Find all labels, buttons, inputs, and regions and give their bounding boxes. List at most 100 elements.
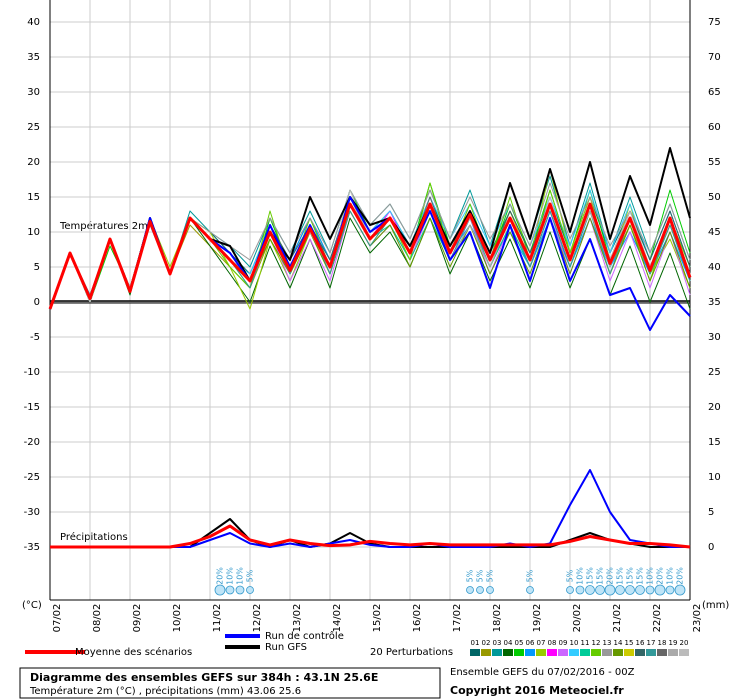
legend-label: 02 (482, 639, 491, 647)
snow-label: 20% (216, 567, 225, 585)
snow-marker (235, 585, 245, 595)
y-tick-label: 10 (27, 227, 40, 238)
x-tick-label: 18/02 (492, 604, 503, 633)
y-tick-label: -35 (24, 542, 40, 553)
snow-marker (615, 585, 625, 595)
snow-marker (665, 585, 675, 595)
snow-marker (674, 584, 686, 596)
legend-swatch (591, 649, 601, 656)
legend-label: 20 (680, 639, 689, 647)
y2-tick-label: 35 (708, 297, 721, 308)
snow-marker (225, 585, 235, 595)
snow-marker (654, 584, 666, 596)
footer-title: Diagramme des ensembles GEFS sur 384h : … (30, 671, 378, 684)
legend-label: 19 (669, 639, 678, 647)
y-tick-label: -25 (24, 472, 40, 483)
snow-marker (645, 585, 655, 595)
legend-swatch (668, 649, 678, 656)
snow-label: 10% (646, 567, 655, 585)
snow-marker (214, 584, 226, 596)
y2-axis-unit: (mm) (702, 600, 729, 611)
legend-swatch (646, 649, 656, 656)
snow-label: 5% (486, 569, 495, 582)
legend-swatch (569, 649, 579, 656)
legend-swatch (525, 649, 535, 656)
legend-swatch (602, 649, 612, 656)
snow-marker (635, 585, 645, 595)
x-tick-label: 09/02 (132, 604, 143, 633)
y-tick-label: -30 (24, 507, 40, 518)
snow-label: 20% (676, 567, 685, 585)
legend-label: Run de contrôle (265, 630, 344, 642)
snow-label: 5% (526, 569, 535, 582)
x-tick-label: 19/02 (532, 604, 543, 633)
y2-tick-label: 20 (708, 402, 721, 413)
snow-label: 20% (606, 567, 615, 585)
y-tick-label: -5 (30, 332, 40, 343)
snow-label: 10% (236, 567, 245, 585)
y-tick-label: 30 (27, 87, 40, 98)
y2-tick-label: 40 (708, 262, 721, 273)
legend-label: 17 (647, 639, 656, 647)
legend-label: 08 (548, 639, 557, 647)
perturbation-legend-title: 20 Perturbations (370, 647, 453, 658)
legend-swatch (470, 649, 480, 656)
legend-label: 03 (493, 639, 502, 647)
legend-swatch (481, 649, 491, 656)
x-tick-label: 12/02 (252, 604, 263, 633)
legend-swatch (547, 649, 557, 656)
snow-marker (575, 585, 585, 595)
legend-label: Run GFS (265, 642, 307, 653)
precipitation-line (50, 524, 691, 549)
footer-box (19, 667, 441, 699)
legend-swatch (657, 649, 667, 656)
snow-marker (466, 586, 474, 594)
y2-tick-label: 25 (708, 367, 721, 378)
snow-label: 5% (566, 569, 575, 582)
legend-label: 10 (570, 639, 579, 647)
legend-label: 13 (603, 639, 612, 647)
y2-tick-label: 75 (708, 17, 721, 28)
snow-marker (595, 585, 605, 595)
x-tick-label: 08/02 (92, 604, 103, 633)
footer-copyright: Copyright 2016 Meteociel.fr (450, 684, 624, 697)
legend-label: 12 (592, 639, 601, 647)
snow-label: 10% (666, 567, 675, 585)
snow-marker (585, 585, 595, 595)
x-tick-label: 15/02 (372, 604, 383, 633)
y-tick-label: 35 (27, 52, 40, 63)
y2-tick-label: 5 (708, 507, 714, 518)
y2-tick-label: 70 (708, 52, 721, 63)
legend-label: Moyenne des scénarios (75, 646, 192, 658)
legend-swatch (679, 649, 689, 656)
snow-marker (604, 584, 616, 596)
y-tick-label: 15 (27, 192, 40, 203)
y-axis-unit: (°C) (22, 600, 42, 611)
legend-label: 06 (526, 639, 535, 647)
y-tick-label: 25 (27, 122, 40, 133)
x-tick-label: 14/02 (332, 604, 343, 633)
snow-label: 5% (476, 569, 485, 582)
legend-label: 04 (504, 639, 513, 647)
x-tick-label: 20/02 (572, 604, 583, 633)
y2-tick-label: 65 (708, 87, 721, 98)
precipitation-label: Précipitations (60, 531, 128, 543)
x-tick-label: 22/02 (652, 604, 663, 633)
y-tick-label: 20 (27, 157, 40, 168)
snow-marker (625, 585, 635, 595)
legend-swatch (536, 649, 546, 656)
legend-swatch (514, 649, 524, 656)
legend-label: 16 (636, 639, 645, 647)
legend-swatch (635, 649, 645, 656)
snow-label: 15% (636, 567, 645, 585)
snow-label: 15% (586, 567, 595, 585)
footer-ensemble: Ensemble GEFS du 07/02/2016 - 00Z (450, 667, 635, 678)
legend-swatch (580, 649, 590, 656)
x-tick-label: 10/02 (172, 604, 183, 633)
legend-label: 11 (581, 639, 590, 647)
legend-label: 18 (658, 639, 667, 647)
legend-swatch (613, 649, 623, 656)
y2-tick-label: 30 (708, 332, 721, 343)
x-tick-label: 16/02 (412, 604, 423, 633)
